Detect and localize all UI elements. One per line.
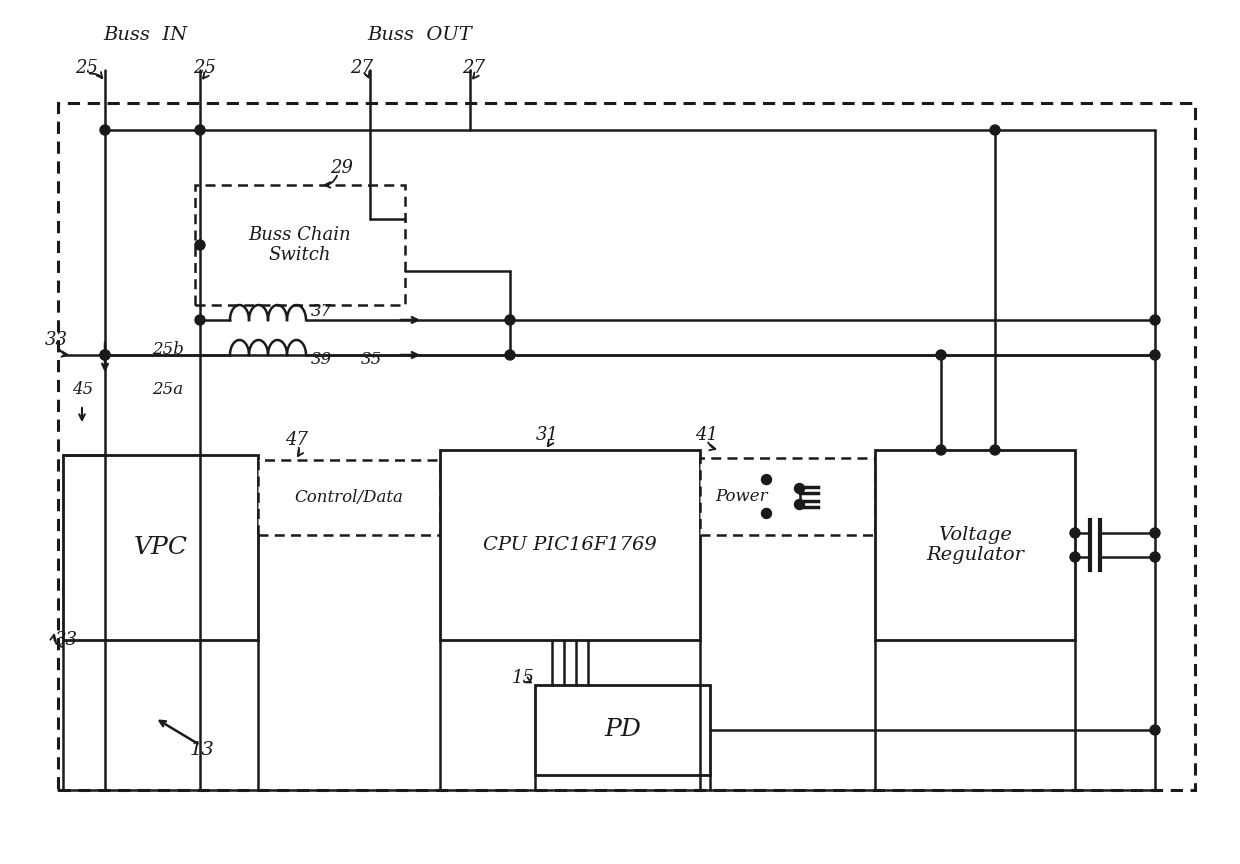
Text: Buss  IN: Buss IN [103,26,187,44]
Bar [195,185,405,305]
Circle shape [990,125,999,135]
Circle shape [195,315,205,325]
Text: 27: 27 [463,59,485,77]
Bar [63,455,258,640]
Text: CPU PIC16F1769: CPU PIC16F1769 [484,536,657,554]
Text: 15: 15 [512,669,534,687]
Text: 25a: 25a [153,382,184,398]
Text: 13: 13 [190,741,215,759]
Text: 45: 45 [72,382,93,398]
Bar [701,458,875,535]
Bar [875,450,1075,640]
Circle shape [1149,528,1159,538]
Text: 31: 31 [536,426,559,444]
Circle shape [1149,315,1159,325]
Text: 33: 33 [55,631,78,649]
Circle shape [505,350,515,360]
Circle shape [936,445,946,455]
Circle shape [990,445,999,455]
Circle shape [100,125,110,135]
Bar [534,685,711,775]
Bar [58,103,1195,790]
Text: Buss  OUT: Buss OUT [367,26,472,44]
Circle shape [195,125,205,135]
Text: Power: Power [715,488,768,505]
Circle shape [100,350,110,360]
Circle shape [1149,350,1159,360]
Text: 25: 25 [74,59,98,77]
Text: 25: 25 [193,59,216,77]
Circle shape [795,499,805,510]
Text: Buss Chain
Switch: Buss Chain Switch [249,226,351,264]
Bar [440,450,701,640]
Circle shape [761,474,771,485]
Text: 37: 37 [311,303,332,321]
Circle shape [1070,528,1080,538]
Circle shape [761,508,771,518]
Bar [258,460,440,535]
Text: Voltage
Regulator: Voltage Regulator [926,525,1024,564]
Circle shape [505,315,515,325]
Text: VPC: VPC [134,536,187,559]
Text: 47: 47 [285,431,308,449]
Text: 41: 41 [694,426,718,444]
Text: 33: 33 [45,331,68,349]
Text: PD: PD [604,719,641,741]
Circle shape [1149,725,1159,735]
Text: Control/Data: Control/Data [295,489,403,506]
Circle shape [100,350,110,360]
Circle shape [795,484,805,493]
Text: 35: 35 [361,352,382,369]
Text: 25b: 25b [153,341,184,359]
Circle shape [1070,552,1080,562]
Text: 27: 27 [350,59,373,77]
Text: 39: 39 [311,352,332,369]
Circle shape [1149,552,1159,562]
Text: 29: 29 [330,159,353,177]
Circle shape [195,240,205,250]
Circle shape [936,350,946,360]
